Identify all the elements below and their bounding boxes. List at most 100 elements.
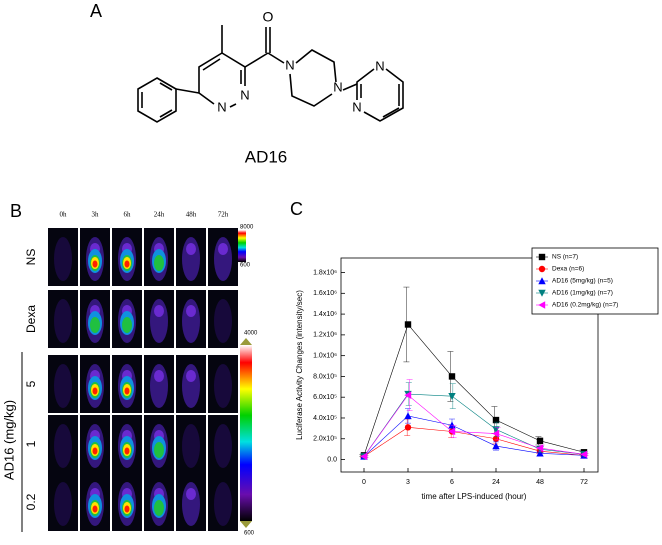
time-label: 48h: [186, 211, 197, 219]
marker: [404, 412, 412, 420]
signal: [90, 317, 100, 333]
x-tick-label: 48: [536, 479, 544, 486]
atom-label: N: [352, 99, 361, 114]
mouse-body: [54, 364, 72, 408]
mouse-body: [182, 424, 200, 468]
marker: [448, 392, 456, 400]
mouse-body: [214, 364, 232, 408]
marker: [536, 449, 544, 457]
colorbar-min: 600: [240, 263, 251, 269]
y-axis-label: Luciferase Activity Changes (intensity/s…: [295, 290, 304, 440]
colorbar: [240, 345, 252, 521]
signal: [124, 447, 130, 455]
marker: [448, 373, 456, 380]
atom-label: N: [240, 87, 249, 102]
atom-label: N: [285, 57, 294, 72]
y-tick-label: 4.0x10⁵: [313, 415, 337, 422]
x-tick-label: 6: [450, 479, 454, 486]
y-tick-label: 8.0x10⁵: [313, 373, 337, 380]
signal: [92, 260, 98, 268]
y-tick-label: 0.0: [327, 456, 337, 463]
colorbar-end: [240, 338, 252, 345]
signal: [154, 305, 164, 317]
time-label: 6h: [124, 211, 132, 219]
signal: [124, 260, 130, 268]
x-tick-label: 3: [406, 479, 410, 486]
structure: [137, 25, 404, 123]
signal: [186, 488, 196, 500]
imaging-panel: 0h 3h 6h 24h 48h 72h NS Dexa 5 1 0.2: [24, 211, 238, 531]
group-label: NS: [24, 249, 38, 266]
legend-marker: [538, 277, 546, 285]
marker: [404, 391, 412, 399]
atom-label: N: [217, 99, 226, 114]
signal: [186, 370, 196, 382]
marker: [536, 437, 544, 445]
mouse-body: [54, 424, 72, 468]
marker: [360, 452, 368, 461]
time-label: 3h: [92, 211, 100, 219]
signal: [154, 500, 164, 516]
group-label: 5: [24, 380, 38, 387]
signal: [124, 505, 130, 513]
legend-marker: [538, 301, 546, 309]
atom-label: N: [333, 79, 342, 94]
signal: [218, 243, 228, 255]
mouse-body: [54, 482, 72, 526]
legend-label: Dexa (n=6): [552, 266, 584, 273]
y-tick-label: 1.4x10⁶: [313, 311, 337, 318]
colorbar-end: [240, 521, 252, 528]
signal: [154, 370, 164, 382]
mouse-body: [214, 482, 232, 526]
legend-marker: [538, 265, 546, 273]
marker: [580, 450, 588, 459]
legend-label: NS (n=7): [552, 254, 578, 261]
marker: [448, 427, 456, 436]
marker: [492, 429, 500, 438]
x-tick-label: 0: [362, 479, 366, 486]
marker: [404, 424, 412, 431]
signal: [186, 305, 196, 317]
marker: [492, 416, 500, 424]
mouse-body: [54, 299, 72, 343]
signal: [92, 447, 98, 455]
atom-label: O: [263, 9, 274, 25]
group-label: Dexa: [24, 305, 38, 333]
series-line: [363, 394, 585, 457]
time-label: 0h: [60, 211, 68, 219]
legend-label: AD16 (1mg/kg) (n=7): [552, 290, 613, 297]
panel-label: B: [10, 201, 22, 221]
panel-label: C: [290, 199, 303, 219]
y-tick-label: 2.0x10⁵: [313, 436, 337, 443]
mouse-body: [54, 237, 72, 281]
y-tick-label: 1.2x10⁶: [313, 332, 337, 339]
marker: [404, 321, 412, 328]
marker: [492, 442, 500, 450]
colorbar-max: 4000: [244, 331, 258, 337]
mouse-body: [214, 299, 232, 343]
signal: [92, 387, 98, 395]
marker: [536, 444, 544, 452]
y-tick-label: 6.0x10⁵: [313, 394, 337, 401]
signal: [186, 243, 196, 255]
series-line: [363, 323, 585, 456]
series-line: [363, 427, 585, 457]
signal: [154, 442, 164, 458]
colorbar-max: 8000: [240, 225, 254, 231]
plot-frame: [340, 257, 599, 473]
time-label: 72h: [218, 211, 229, 219]
legend-label: AD16 (0.2mg/kg) (n=7): [552, 302, 618, 309]
legend-marker: [538, 253, 546, 261]
signal: [122, 317, 132, 333]
series-line: [363, 393, 585, 457]
atom-label: N: [375, 58, 384, 73]
chart: 0.0 2.0x10⁵ 4.0x10⁵ 6.0x10⁵ 8.0x10⁵ 1.0x10⁶ 1.…: [313, 254, 618, 486]
x-axis-label: time after LPS-induced (hour): [422, 492, 527, 501]
time-label: 24h: [154, 211, 165, 219]
x-tick-label: 24: [492, 479, 500, 486]
series-line: [363, 415, 585, 457]
signal: [154, 255, 164, 271]
compound-name: AD16: [245, 147, 288, 166]
colorbar-min: 600: [244, 531, 255, 537]
